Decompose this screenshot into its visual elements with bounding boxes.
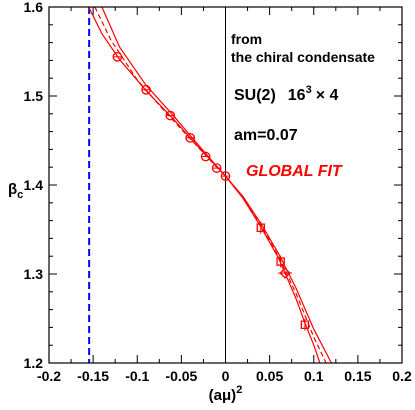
x-tick-label: -0.05 (165, 368, 197, 384)
x-tick-label: 0.05 (256, 368, 283, 384)
annotation-line2: the chiral condensate (231, 49, 375, 65)
x-tick-label: -0.15 (77, 368, 109, 384)
y-tick-label: 1.3 (24, 266, 44, 282)
y-tick-label: 1.2 (24, 355, 44, 371)
model-tail: × 4 (316, 87, 339, 104)
x-tick-label: 0.2 (392, 368, 412, 384)
x-tick-label: 0 (222, 368, 230, 384)
x-axis-label: (aμ)2 (209, 384, 243, 404)
x-axis-label-base: (aμ) (209, 387, 237, 404)
model-exponent: 3 (306, 84, 312, 96)
diamond-data-point (279, 267, 291, 279)
annotation-model: SU(2) 163 × 4 (234, 84, 338, 104)
annotation-mass: am=0.07 (234, 127, 298, 144)
model-lattice: 16 (288, 87, 306, 104)
fit-curve-dashed (94, 6, 327, 364)
x-tick-label: -0.2 (37, 368, 61, 384)
y-axis-label: βc (8, 181, 23, 201)
y-tick-label: 1.4 (24, 177, 44, 193)
y-tick-label: 1.5 (24, 88, 44, 104)
plot-lines (88, 7, 226, 363)
x-tick-label: 0.1 (304, 368, 324, 384)
model-base: SU(2) (234, 87, 276, 104)
annotation-line1: from (231, 31, 262, 47)
annotation-global-fit: GLOBAL FIT (246, 163, 343, 180)
x-axis-label-sup: 2 (236, 384, 242, 396)
x-tick-label: -0.1 (125, 368, 149, 384)
y-axis-label-sub: c (17, 189, 23, 201)
x-tick-label: 0.15 (344, 368, 371, 384)
data-markers (112, 51, 310, 331)
y-tick-label: 1.6 (24, 0, 44, 15)
y-axis-label-base: β (8, 181, 17, 198)
axis-ticks: -0.2 -0.15 -0.1 -0.05 0 0.05 0.1 0.15 0.2 1.2 1.3 1… (24, 0, 412, 384)
